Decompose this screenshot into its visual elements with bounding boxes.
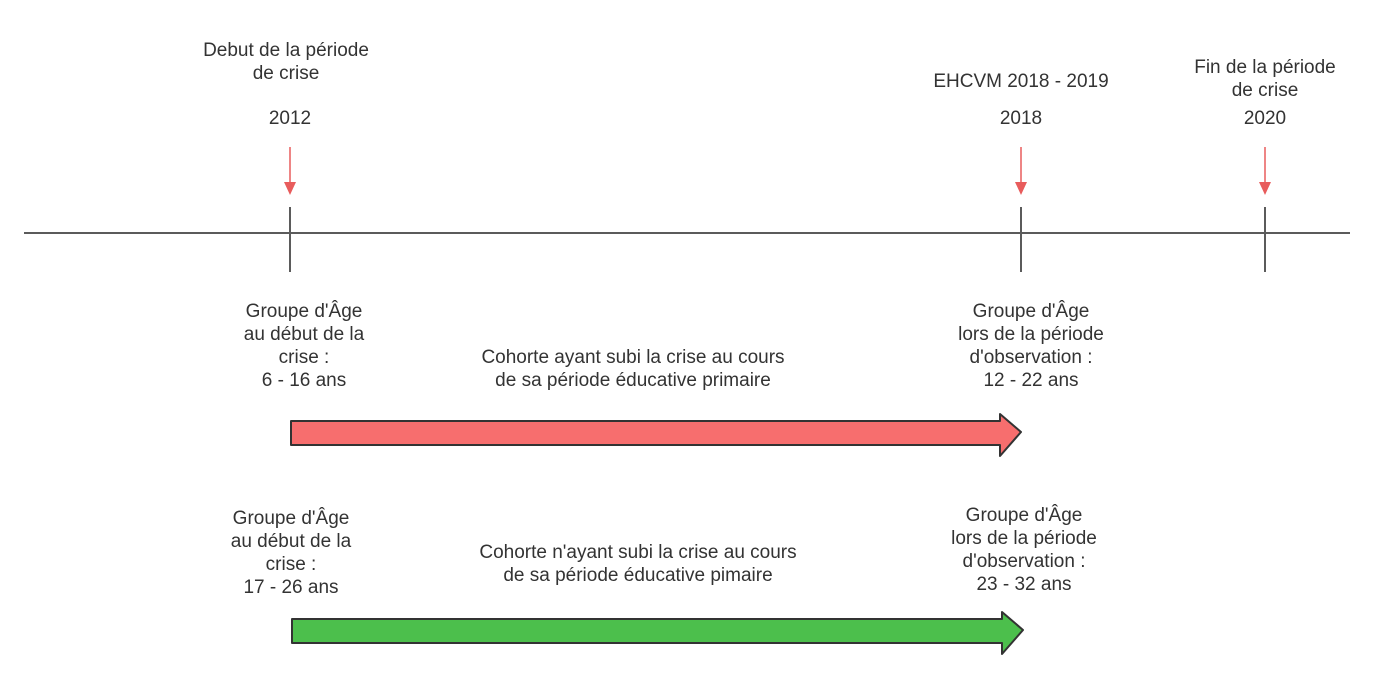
cohort-no-crisis-start-group: Groupe d'Âge au début de la crise : 17 -… xyxy=(230,508,352,598)
milestone-survey-label: EHCVM 2018 - 2019 xyxy=(933,71,1109,92)
milestone-end-label: Fin de la période de crise xyxy=(1194,57,1336,101)
cohort-crisis-arrow xyxy=(290,413,1022,457)
cohort-no-crisis-arrow xyxy=(291,611,1024,655)
milestone-start-label: Debut de la période de crise xyxy=(203,40,369,84)
cohort-no-crisis-description: Cohorte n'ayant subi la crise au cours d… xyxy=(479,542,797,586)
cohort-crisis-end-group: Groupe d'Âge lors de la période d'observ… xyxy=(958,301,1104,391)
milestone-start-year: 2012 xyxy=(268,108,312,129)
cohort-crisis-description: Cohorte ayant subi la crise au cours de … xyxy=(481,347,785,391)
milestone-survey-year: 2018 xyxy=(999,108,1043,129)
milestone-end-year: 2020 xyxy=(1243,108,1287,129)
marker-arrow-start xyxy=(284,147,296,195)
marker-arrow-end xyxy=(1259,147,1271,195)
cohort-crisis-start-group: Groupe d'Âge au début de la crise : 6 - … xyxy=(243,301,365,391)
cohort-no-crisis-end-group: Groupe d'Âge lors de la période d'observ… xyxy=(951,505,1097,595)
marker-arrow-survey xyxy=(1015,147,1027,195)
